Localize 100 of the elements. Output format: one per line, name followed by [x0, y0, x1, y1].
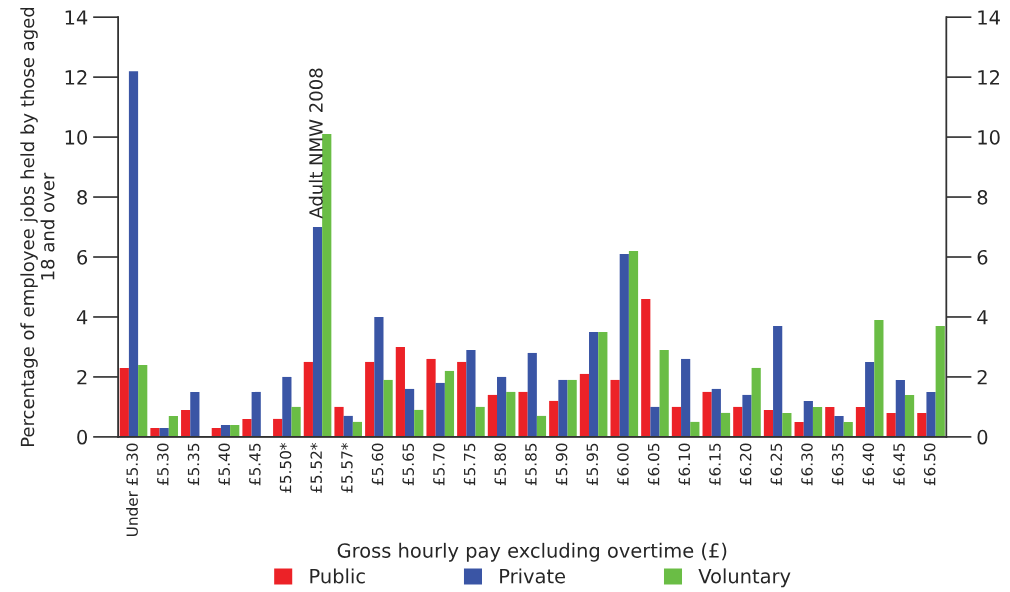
bar [190, 391, 200, 437]
bar [549, 400, 559, 437]
bar [291, 406, 301, 437]
bar [619, 254, 629, 437]
bar [220, 424, 231, 437]
x-tick-label: £6.20 [739, 443, 752, 486]
y2-tick-label: 12 [978, 70, 1000, 85]
bar [886, 412, 896, 437]
bar [444, 370, 455, 437]
y2-tick-label: 10 [978, 130, 1000, 145]
bar [466, 349, 476, 437]
bar [506, 391, 516, 437]
x-tick-label: £5.70 [433, 443, 445, 486]
bar [395, 346, 405, 437]
bar [383, 379, 393, 437]
x-tick-label: £5.57* [341, 442, 353, 493]
bar [702, 391, 712, 437]
bar [496, 376, 507, 437]
bar [659, 349, 669, 437]
bar [720, 412, 731, 437]
x-tick-label: £5.90 [555, 443, 568, 486]
y2-tick-label: 14 [978, 10, 1000, 25]
bar [150, 427, 160, 437]
x-tick-label: £5.30 [157, 443, 169, 486]
x-tick-label: £6.25 [770, 443, 783, 486]
bar [128, 71, 139, 437]
y2-tick-label: 6 [977, 249, 988, 265]
bar [242, 418, 252, 437]
bar [374, 316, 384, 437]
x-tick-label: £5.52* [310, 442, 322, 493]
bar [834, 415, 844, 437]
bar [322, 134, 332, 437]
y-tick-label: 14 [65, 10, 88, 25]
bar [567, 379, 577, 437]
bar [579, 373, 590, 437]
x-tick-label: £5.80 [494, 443, 507, 486]
bar [303, 361, 313, 437]
bar [641, 298, 651, 437]
x-tick-label: £5.95 [586, 443, 599, 486]
x-tick-label: £5.35 [187, 443, 200, 486]
y2-tick-label: 4 [977, 310, 988, 325]
bar [874, 319, 884, 437]
bar [435, 382, 445, 437]
legend-label: Public [310, 568, 365, 584]
x-tick-label: £5.60 [371, 443, 384, 486]
x-axis-title: Gross hourly pay excluding overtime (£) [337, 542, 727, 562]
legend-label: Voluntary [698, 568, 791, 588]
x-tick-label: £6.00 [617, 443, 629, 486]
bar [690, 421, 700, 437]
bar [650, 406, 660, 437]
x-tick-label: £6.35 [831, 443, 844, 486]
bar [181, 409, 191, 437]
bar [527, 352, 537, 437]
bar [865, 361, 875, 437]
bar [628, 251, 639, 437]
y2-tick-label: 0 [977, 429, 988, 445]
bar [487, 394, 497, 437]
bar [138, 364, 148, 437]
bar [334, 406, 344, 437]
bar [794, 421, 804, 437]
x-tick-label: £5.75 [463, 443, 476, 486]
bar [671, 406, 682, 437]
bar [282, 376, 292, 437]
x-tick-label: £6.40 [862, 443, 875, 486]
y2-tick-label: 2 [977, 369, 987, 385]
y-tick-label: 2 [77, 369, 87, 385]
bar [763, 409, 774, 437]
bar [404, 388, 415, 437]
annotation: Adult NMW 2008 [308, 68, 323, 219]
legend-label: Private [500, 568, 566, 584]
y-tick-label: 6 [77, 249, 88, 265]
x-tick-label: Under £5.30 [126, 443, 138, 536]
bar [365, 361, 375, 437]
bar [251, 391, 261, 437]
bar [782, 412, 792, 437]
bar [935, 325, 945, 437]
x-tick-label: £5.65 [402, 443, 415, 486]
x-tick-label: £5.50* [279, 442, 292, 493]
y-tick-label: 4 [76, 310, 88, 325]
bar [917, 412, 927, 437]
bar [681, 358, 691, 437]
bar [812, 406, 823, 437]
bar [733, 406, 743, 437]
y-axis-title: Percentage of employee jobs held by those aged 18 and over [20, 7, 55, 447]
x-tick-label: £6.50 [923, 443, 936, 486]
bar [518, 391, 528, 437]
bar [773, 325, 783, 437]
y-tick-label: 12 [65, 70, 87, 85]
bar [426, 358, 436, 437]
bar [119, 367, 129, 437]
y-tick-label: 0 [77, 429, 88, 445]
x-tick-label: £5.40 [218, 443, 230, 486]
bar [751, 367, 761, 437]
bar [843, 421, 853, 437]
bar [895, 379, 905, 437]
bar [168, 415, 178, 437]
bar [904, 394, 915, 437]
bar [312, 227, 323, 437]
bar [711, 388, 721, 437]
bar [558, 379, 568, 437]
